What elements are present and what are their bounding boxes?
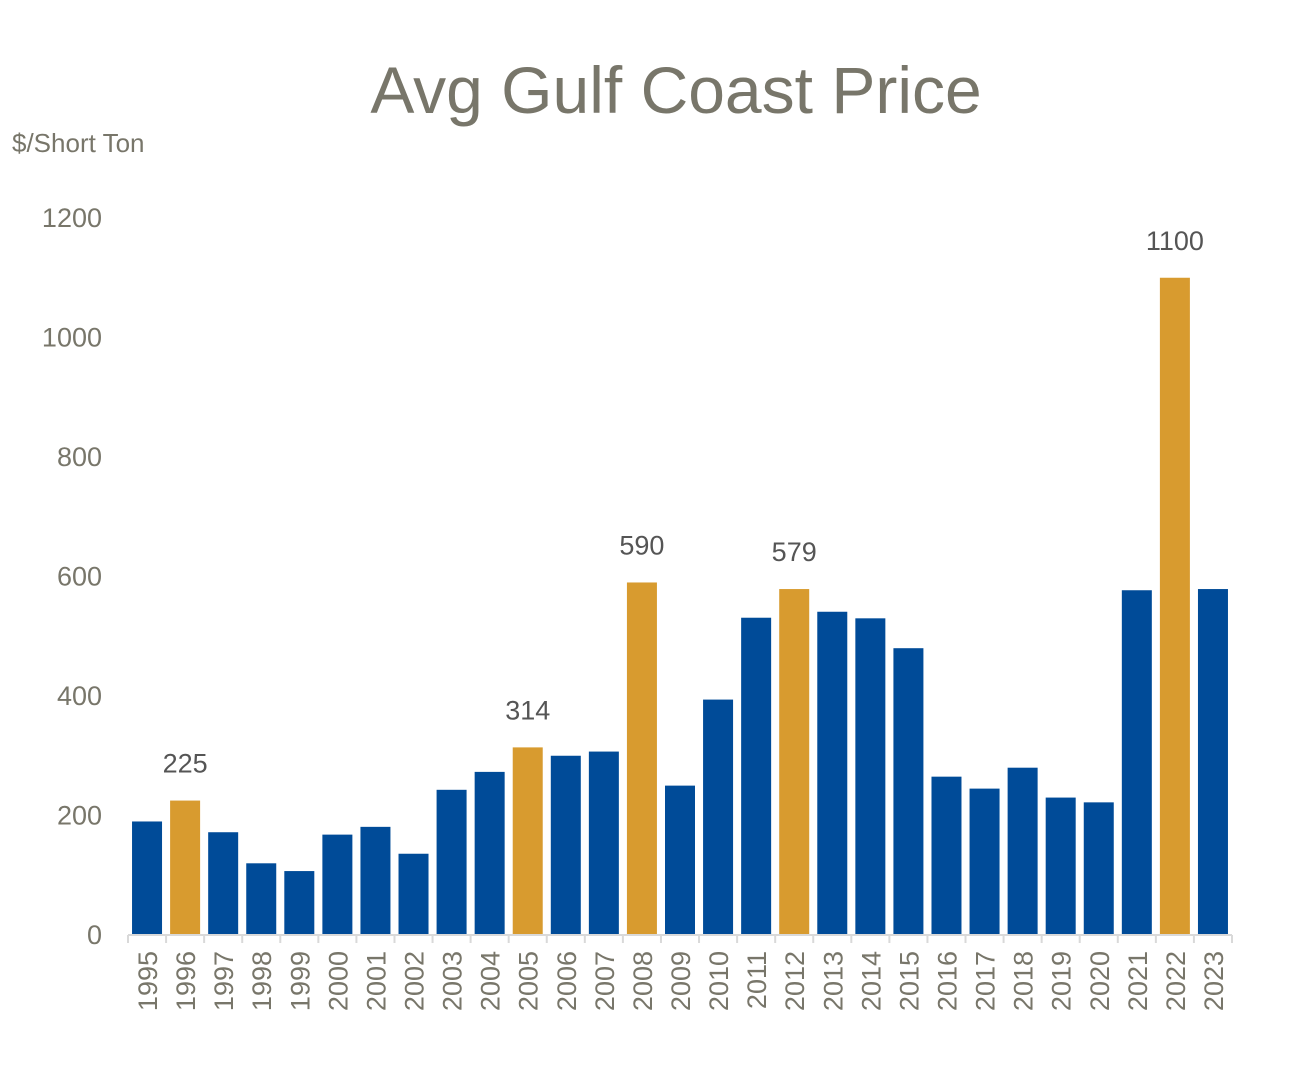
bar-2012 bbox=[779, 589, 810, 935]
x-tick-label: 2013 bbox=[818, 951, 848, 1011]
bar-2001 bbox=[360, 826, 391, 935]
bar-2004 bbox=[474, 771, 505, 935]
data-labels: 225 314 590 579 1100 bbox=[163, 226, 1204, 779]
bar-2017 bbox=[969, 788, 1000, 935]
bar-2008 bbox=[626, 582, 657, 935]
bar-2021 bbox=[1121, 590, 1152, 935]
data-label-2008: 590 bbox=[619, 530, 664, 560]
x-tick-label: 1997 bbox=[209, 951, 239, 1011]
x-tick-label: 2002 bbox=[400, 951, 430, 1011]
x-tick-label: 1999 bbox=[285, 951, 315, 1011]
data-label-2005: 314 bbox=[505, 695, 550, 725]
x-tick-label: 2015 bbox=[894, 951, 924, 1011]
y-axis-unit-label: $/Short Ton bbox=[12, 128, 145, 158]
x-tick-label: 1998 bbox=[247, 951, 277, 1011]
x-tick-label: 2018 bbox=[1009, 951, 1039, 1011]
x-tick-label: 1995 bbox=[133, 951, 163, 1011]
x-tick-label: 2003 bbox=[438, 951, 468, 1011]
bar-2013 bbox=[817, 611, 848, 935]
x-tick-label: 2010 bbox=[704, 951, 734, 1011]
bar-2002 bbox=[398, 853, 429, 935]
bar-2009 bbox=[665, 785, 695, 935]
x-tick-label: 2020 bbox=[1085, 951, 1115, 1011]
x-tick-label: 2023 bbox=[1199, 951, 1229, 1011]
bar-1995 bbox=[132, 821, 163, 935]
data-label-1996: 225 bbox=[163, 749, 208, 779]
bar-1999 bbox=[284, 871, 315, 935]
bar-2016 bbox=[931, 776, 962, 935]
bar-1996 bbox=[170, 800, 201, 935]
x-tick-label: 2019 bbox=[1047, 951, 1077, 1011]
bar-1998 bbox=[246, 863, 277, 935]
x-tick-label: 2016 bbox=[932, 951, 962, 1011]
bar-1997 bbox=[208, 832, 239, 935]
bar-2007 bbox=[588, 751, 619, 935]
bar-2000 bbox=[322, 834, 353, 935]
y-tick-label: 0 bbox=[87, 920, 102, 950]
y-axis-ticks: 0 200 400 600 800 1000 1200 bbox=[42, 203, 102, 950]
y-tick-label: 1000 bbox=[42, 323, 102, 353]
bar-2023 bbox=[1197, 589, 1228, 935]
x-tick-label: 2001 bbox=[361, 951, 391, 1011]
bar-2014 bbox=[855, 618, 886, 935]
bar-2022 bbox=[1159, 277, 1190, 935]
bars bbox=[132, 277, 1228, 935]
x-tick-label: 2011 bbox=[742, 951, 772, 1009]
x-tick-label: 2012 bbox=[780, 951, 810, 1011]
x-tick-label: 2009 bbox=[666, 951, 696, 1011]
x-tick-label: 2005 bbox=[514, 951, 544, 1011]
bar-2020 bbox=[1083, 802, 1114, 935]
bar-2018 bbox=[1007, 767, 1038, 935]
x-tick-label: 2006 bbox=[552, 951, 582, 1011]
bar-2003 bbox=[436, 789, 467, 935]
bar-2005 bbox=[512, 747, 543, 935]
x-axis-ticks: 1995 1996 1997 1998 1999 2000 2001 2002 2003 2004… bbox=[127, 935, 1233, 1011]
x-tick-label: 2008 bbox=[628, 951, 658, 1011]
data-label-2022: 1100 bbox=[1146, 226, 1204, 256]
x-tick-label: 2004 bbox=[476, 951, 506, 1011]
y-tick-label: 800 bbox=[57, 442, 102, 472]
y-tick-label: 200 bbox=[57, 801, 102, 831]
bar-2019 bbox=[1045, 797, 1076, 935]
y-tick-label: 400 bbox=[57, 681, 102, 711]
x-tick-label: 2014 bbox=[856, 951, 886, 1011]
x-tick-label: 2021 bbox=[1123, 951, 1153, 1011]
data-label-2012: 579 bbox=[772, 537, 817, 567]
bar-2015 bbox=[893, 648, 924, 935]
x-tick-label: 2007 bbox=[590, 951, 620, 1011]
y-tick-label: 600 bbox=[57, 562, 102, 592]
bar-2011 bbox=[741, 617, 772, 935]
x-tick-label: 2000 bbox=[323, 951, 353, 1011]
x-tick-label: 1996 bbox=[171, 951, 201, 1011]
y-tick-label: 1200 bbox=[42, 203, 102, 233]
x-tick-label: 2022 bbox=[1161, 951, 1191, 1011]
chart-title: Avg Gulf Coast Price bbox=[370, 53, 982, 127]
x-tick-label: 2017 bbox=[971, 951, 1001, 1011]
bar-2006 bbox=[550, 755, 581, 935]
bar-2010 bbox=[703, 699, 734, 935]
